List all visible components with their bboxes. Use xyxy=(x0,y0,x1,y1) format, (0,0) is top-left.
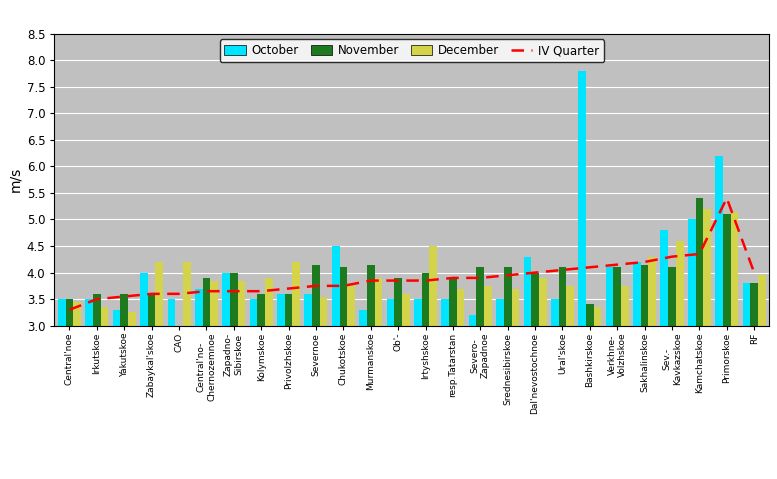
Y-axis label: m/s: m/s xyxy=(9,167,23,192)
Bar xyxy=(140,273,148,326)
Bar xyxy=(312,264,320,326)
Bar xyxy=(703,209,711,326)
Bar xyxy=(539,278,546,326)
Bar xyxy=(758,275,765,326)
Bar xyxy=(230,273,238,326)
Bar xyxy=(73,302,81,326)
Bar xyxy=(660,230,668,326)
Bar xyxy=(183,262,190,326)
Bar xyxy=(367,264,375,326)
Bar xyxy=(484,286,492,326)
Bar xyxy=(58,299,65,326)
Bar xyxy=(621,286,629,326)
Bar xyxy=(65,299,73,326)
Bar xyxy=(284,294,292,326)
Bar xyxy=(222,273,230,326)
Bar xyxy=(332,246,340,326)
Bar xyxy=(503,267,511,326)
Bar xyxy=(257,294,265,326)
Bar xyxy=(695,198,703,326)
Bar xyxy=(751,283,758,326)
Bar xyxy=(414,299,422,326)
Bar xyxy=(387,299,394,326)
Bar xyxy=(340,267,347,326)
Bar xyxy=(305,294,312,326)
Bar xyxy=(430,246,437,326)
Bar xyxy=(277,294,284,326)
Bar xyxy=(633,262,641,326)
Bar xyxy=(551,299,559,326)
Bar xyxy=(402,294,409,326)
Bar xyxy=(394,278,402,326)
Bar xyxy=(649,257,656,326)
Bar xyxy=(457,288,465,326)
Bar xyxy=(578,71,586,326)
Bar xyxy=(203,278,211,326)
Bar xyxy=(469,315,476,326)
Bar xyxy=(168,299,175,326)
Bar xyxy=(730,212,738,326)
Bar xyxy=(676,241,684,326)
Bar xyxy=(120,294,128,326)
Bar xyxy=(559,267,566,326)
Bar xyxy=(594,307,601,326)
Bar xyxy=(723,214,730,326)
Bar xyxy=(668,267,676,326)
Bar xyxy=(531,273,539,326)
Bar xyxy=(265,278,273,326)
Bar xyxy=(641,264,649,326)
Bar xyxy=(422,273,430,326)
Bar xyxy=(359,310,367,326)
Bar xyxy=(292,262,300,326)
Bar xyxy=(85,299,93,326)
Bar xyxy=(238,281,246,326)
Bar xyxy=(566,286,574,326)
Bar xyxy=(586,305,594,326)
Bar xyxy=(128,312,136,326)
Bar xyxy=(101,307,108,326)
Bar xyxy=(476,267,484,326)
Bar xyxy=(743,283,751,326)
Bar xyxy=(449,278,457,326)
Bar xyxy=(93,294,101,326)
Bar xyxy=(497,299,503,326)
Bar xyxy=(195,288,203,326)
Bar xyxy=(613,267,621,326)
Bar xyxy=(524,257,531,326)
Bar xyxy=(511,288,519,326)
Bar xyxy=(148,294,155,326)
Bar xyxy=(716,156,723,326)
Bar xyxy=(441,299,449,326)
Bar xyxy=(155,262,163,326)
Bar xyxy=(113,310,120,326)
Bar xyxy=(211,281,218,326)
Bar xyxy=(347,286,355,326)
Bar xyxy=(688,219,695,326)
Bar xyxy=(375,278,382,326)
Bar xyxy=(249,299,257,326)
Legend: October, November, December, IV Quarter: October, November, December, IV Quarter xyxy=(220,39,604,62)
Bar xyxy=(606,267,613,326)
Bar xyxy=(320,297,327,326)
